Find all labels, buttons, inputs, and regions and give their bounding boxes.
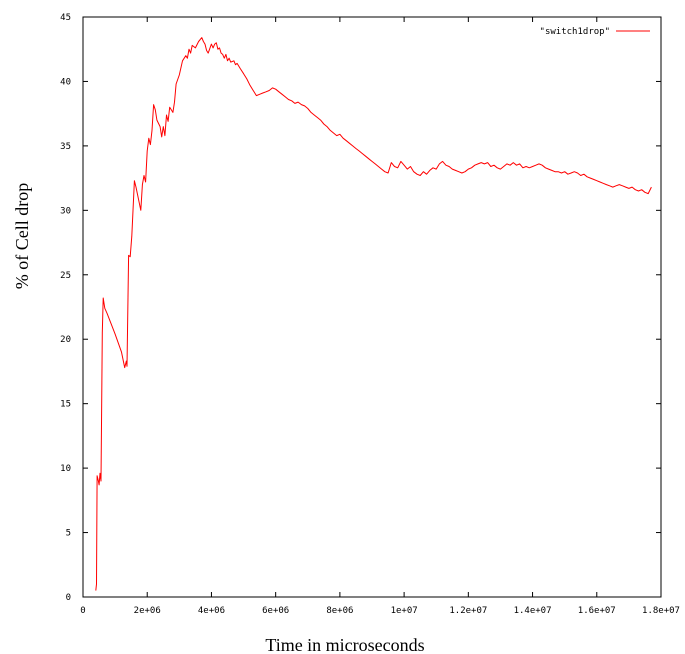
- y-tick-label: 20: [60, 335, 71, 345]
- x-tick-label: 1.6e+07: [578, 606, 616, 616]
- y-tick-label: 30: [60, 206, 71, 216]
- legend: "switch1drop": [540, 27, 650, 37]
- series-line-switch1drop: [95, 37, 652, 591]
- x-tick-label: 1.2e+07: [449, 606, 487, 616]
- x-tick-label: 1e+07: [391, 606, 418, 616]
- y-tick-label: 35: [60, 142, 71, 152]
- y-tick-label: 45: [60, 13, 71, 23]
- x-axis-ticks: 0 2e+06 4e+06 6e+06 8e+06 1e+07 1.2e+07 1.4e+07…: [80, 17, 680, 616]
- x-tick-label: 2e+06: [134, 606, 161, 616]
- x-tick-label: 1.8e+07: [642, 606, 680, 616]
- x-tick-label: 4e+06: [198, 606, 225, 616]
- y-axis-ticks: 0 5 10 15 20 25 30 35 40 45: [60, 13, 661, 603]
- y-tick-label: 5: [66, 529, 71, 539]
- y-tick-label: 15: [60, 400, 71, 410]
- y-tick-label: 10: [60, 464, 71, 474]
- x-tick-label: 1.4e+07: [514, 606, 552, 616]
- y-tick-label: 0: [66, 593, 71, 603]
- y-tick-label: 25: [60, 271, 71, 281]
- x-axis-title: Time in microseconds: [265, 635, 424, 654]
- plot-frame: [82, 16, 662, 598]
- series-lines: [95, 37, 652, 591]
- y-axis-title: % of Cell drop: [12, 183, 32, 289]
- legend-label: "switch1drop": [540, 27, 610, 37]
- y-tick-label: 40: [60, 77, 71, 87]
- x-tick-label: 0: [80, 606, 85, 616]
- x-tick-label: 8e+06: [326, 606, 353, 616]
- x-tick-label: 6e+06: [262, 606, 289, 616]
